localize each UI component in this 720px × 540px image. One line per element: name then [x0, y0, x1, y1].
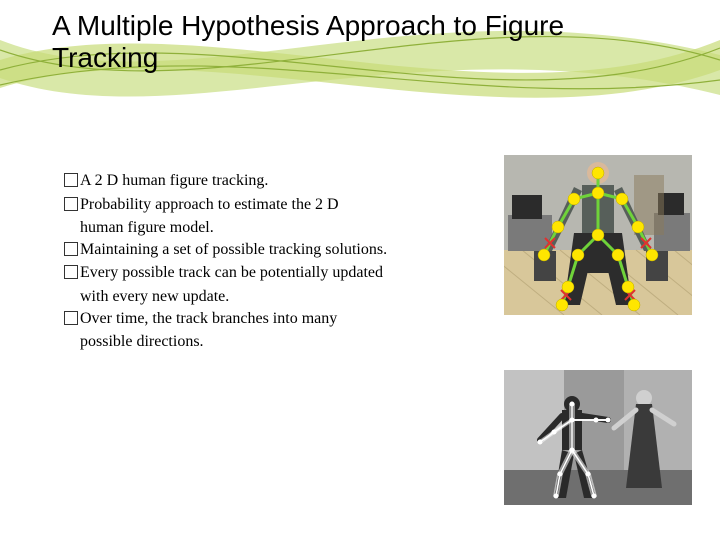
- slide-title: A Multiple Hypothesis Approach to Figure…: [52, 10, 652, 74]
- bullet-icon: [64, 265, 78, 279]
- bullet-text: Over time, the track branches into many: [80, 308, 337, 330]
- bullet-icon: [64, 311, 78, 325]
- bullet-icon: [64, 173, 78, 187]
- bullet-item: Over time, the track branches into many: [64, 308, 504, 330]
- bullet-list: A 2 D human figure tracking.Probability …: [64, 170, 504, 353]
- bullet-icon: [64, 242, 78, 256]
- bullet-text: human figure model.: [80, 217, 504, 239]
- bullet-text: Probability approach to estimate the 2 D: [80, 194, 339, 216]
- bullet-icon: [64, 197, 78, 211]
- bullet-text: Maintaining a set of possible tracking s…: [80, 239, 387, 261]
- bullet-text: A 2 D human figure tracking.: [80, 170, 268, 192]
- bullet-item: Probability approach to estimate the 2 D: [64, 194, 504, 216]
- figure-grayscale-photo: [504, 370, 692, 505]
- bullet-text: Every possible track can be potentially …: [80, 262, 383, 284]
- bullet-item: Every possible track can be potentially …: [64, 262, 504, 284]
- bullet-text: possible directions.: [80, 331, 504, 353]
- figure-skeleton-photo: [504, 155, 692, 315]
- bullet-text: with every new update.: [80, 286, 504, 308]
- bullet-item: Maintaining a set of possible tracking s…: [64, 239, 504, 261]
- bullet-item: A 2 D human figure tracking.: [64, 170, 504, 192]
